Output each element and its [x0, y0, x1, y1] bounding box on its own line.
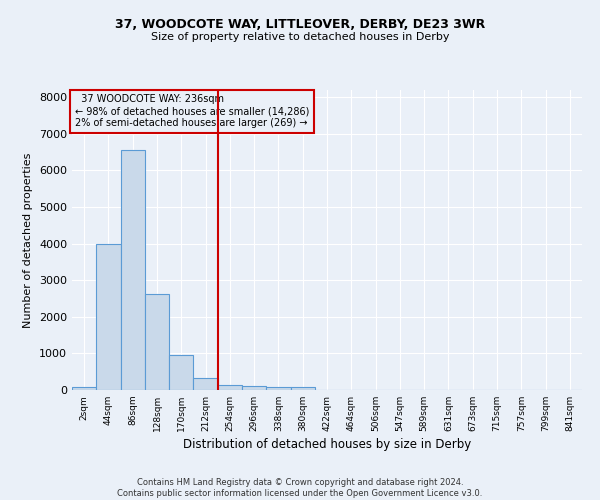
Text: 37 WOODCOTE WAY: 236sqm  
← 98% of detached houses are smaller (14,286)
2% of se: 37 WOODCOTE WAY: 236sqm ← 98% of detache… — [74, 94, 309, 128]
Text: Size of property relative to detached houses in Derby: Size of property relative to detached ho… — [151, 32, 449, 42]
Bar — [193, 378, 218, 390]
Bar — [242, 386, 266, 390]
Bar — [96, 244, 121, 390]
Bar — [290, 388, 315, 390]
Bar — [266, 386, 290, 390]
Y-axis label: Number of detached properties: Number of detached properties — [23, 152, 34, 328]
X-axis label: Distribution of detached houses by size in Derby: Distribution of detached houses by size … — [183, 438, 471, 451]
Bar — [121, 150, 145, 390]
Text: Contains HM Land Registry data © Crown copyright and database right 2024.
Contai: Contains HM Land Registry data © Crown c… — [118, 478, 482, 498]
Bar — [72, 387, 96, 390]
Bar — [169, 355, 193, 390]
Text: 37, WOODCOTE WAY, LITTLEOVER, DERBY, DE23 3WR: 37, WOODCOTE WAY, LITTLEOVER, DERBY, DE2… — [115, 18, 485, 30]
Bar — [218, 385, 242, 390]
Bar — [145, 294, 169, 390]
